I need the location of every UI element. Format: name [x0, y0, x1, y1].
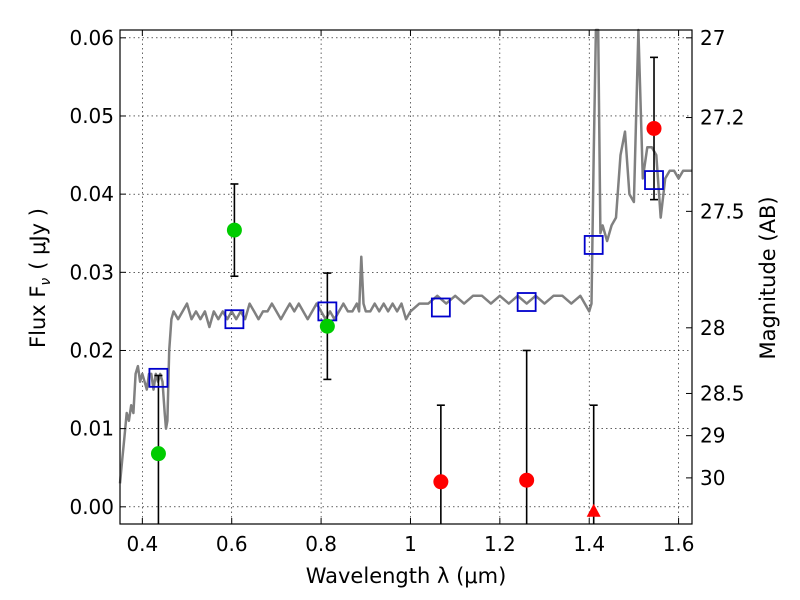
y-axis-label-left: Flux Fν ( μJy )	[26, 208, 54, 348]
x-tick-label: 0.4	[126, 532, 158, 556]
y-axis-label-right: Magnitude (AB)	[756, 196, 780, 359]
model-flux-marker	[583, 235, 604, 255]
svg-text:Flux Fν( μJy ): Flux Fν ( μJy )	[26, 208, 54, 348]
right-tick-label: 30	[700, 466, 725, 490]
grid-lines	[120, 30, 692, 524]
spectrum-line	[118, 28, 692, 484]
y-axis-label-text: Flux F	[26, 286, 50, 348]
y-tick-label: 0.03	[69, 260, 114, 284]
x-axis-label: Wavelength λ (μm)	[306, 564, 507, 588]
x-tick-label: 0.8	[305, 532, 337, 556]
y-tick-label: 0.05	[69, 104, 114, 128]
y-axis-label-unit: ( μJy )	[26, 208, 50, 270]
y-tick-label: 0.02	[69, 338, 114, 362]
y-tick-label: 0.00	[69, 495, 114, 519]
photometry-marker	[433, 474, 449, 490]
right-tick-label: 28.5	[700, 381, 745, 405]
model-flux-marker	[644, 170, 664, 190]
photometry-marker	[319, 318, 335, 334]
photometry-marker	[226, 222, 242, 238]
model-flux-marker	[148, 367, 169, 388]
photometry-marker	[646, 120, 662, 136]
axis-ticks: 0.4 0.6 0.8 1 1.2 1.4 1.6 0.00 0.01 0.02 0.03 0.04 0…	[69, 26, 744, 556]
upper-limit-marker	[586, 503, 601, 517]
y-tick-label: 0.04	[69, 182, 114, 206]
right-tick-label: 28	[700, 316, 725, 340]
y-tick-label: 0.01	[69, 417, 114, 441]
model-spectrum	[118, 28, 692, 484]
model-flux-marker	[516, 292, 537, 312]
y-axis-label-subscript: ν	[38, 278, 54, 286]
right-tick-label: 27	[700, 26, 725, 50]
right-tick-label: 27.2	[700, 106, 745, 130]
error-bars	[154, 56, 659, 524]
plot-frame	[119, 29, 693, 525]
photometry-marker	[519, 472, 535, 488]
model-flux-marker	[224, 309, 245, 330]
data-markers	[148, 120, 664, 517]
x-tick-label: 1.2	[484, 532, 516, 556]
x-tick-label: 1.6	[663, 532, 695, 556]
y-tick-label: 0.06	[69, 26, 114, 50]
model-flux-marker	[430, 297, 451, 318]
x-tick-label: 0.6	[216, 532, 248, 556]
right-tick-label: 29	[700, 424, 725, 448]
x-tick-label: 1	[404, 532, 417, 556]
photometry-marker	[150, 446, 166, 462]
x-tick-label: 1.4	[573, 532, 605, 556]
right-tick-label: 27.5	[700, 199, 745, 223]
